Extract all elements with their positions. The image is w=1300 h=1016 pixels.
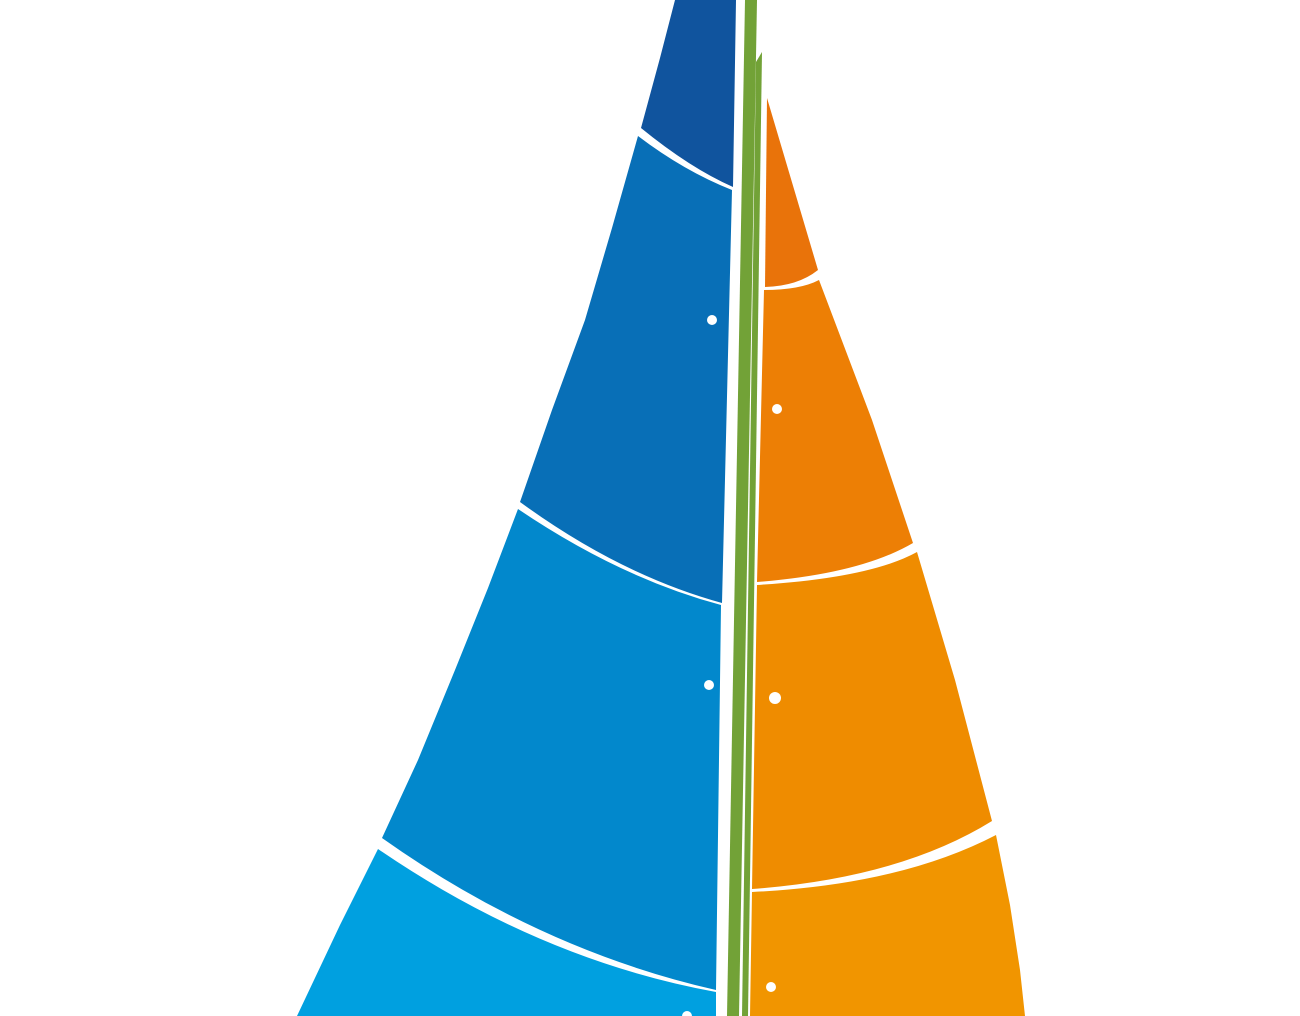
sail-panel <box>382 509 721 990</box>
sail-panel <box>520 136 732 603</box>
mast <box>727 0 757 1016</box>
sail-dot <box>769 692 781 704</box>
sail-dot <box>772 404 782 414</box>
sail-panel <box>765 98 818 287</box>
sail-dot <box>766 982 776 992</box>
sail-panel <box>297 849 716 1016</box>
sail-dot <box>704 680 714 690</box>
mast <box>742 52 762 1016</box>
sail-panel <box>757 280 913 582</box>
sail-panel <box>752 552 992 889</box>
sail-panel <box>641 0 736 187</box>
sail-dot <box>682 1011 692 1016</box>
sail-panel <box>750 835 1025 1016</box>
sail-dot <box>707 315 717 325</box>
